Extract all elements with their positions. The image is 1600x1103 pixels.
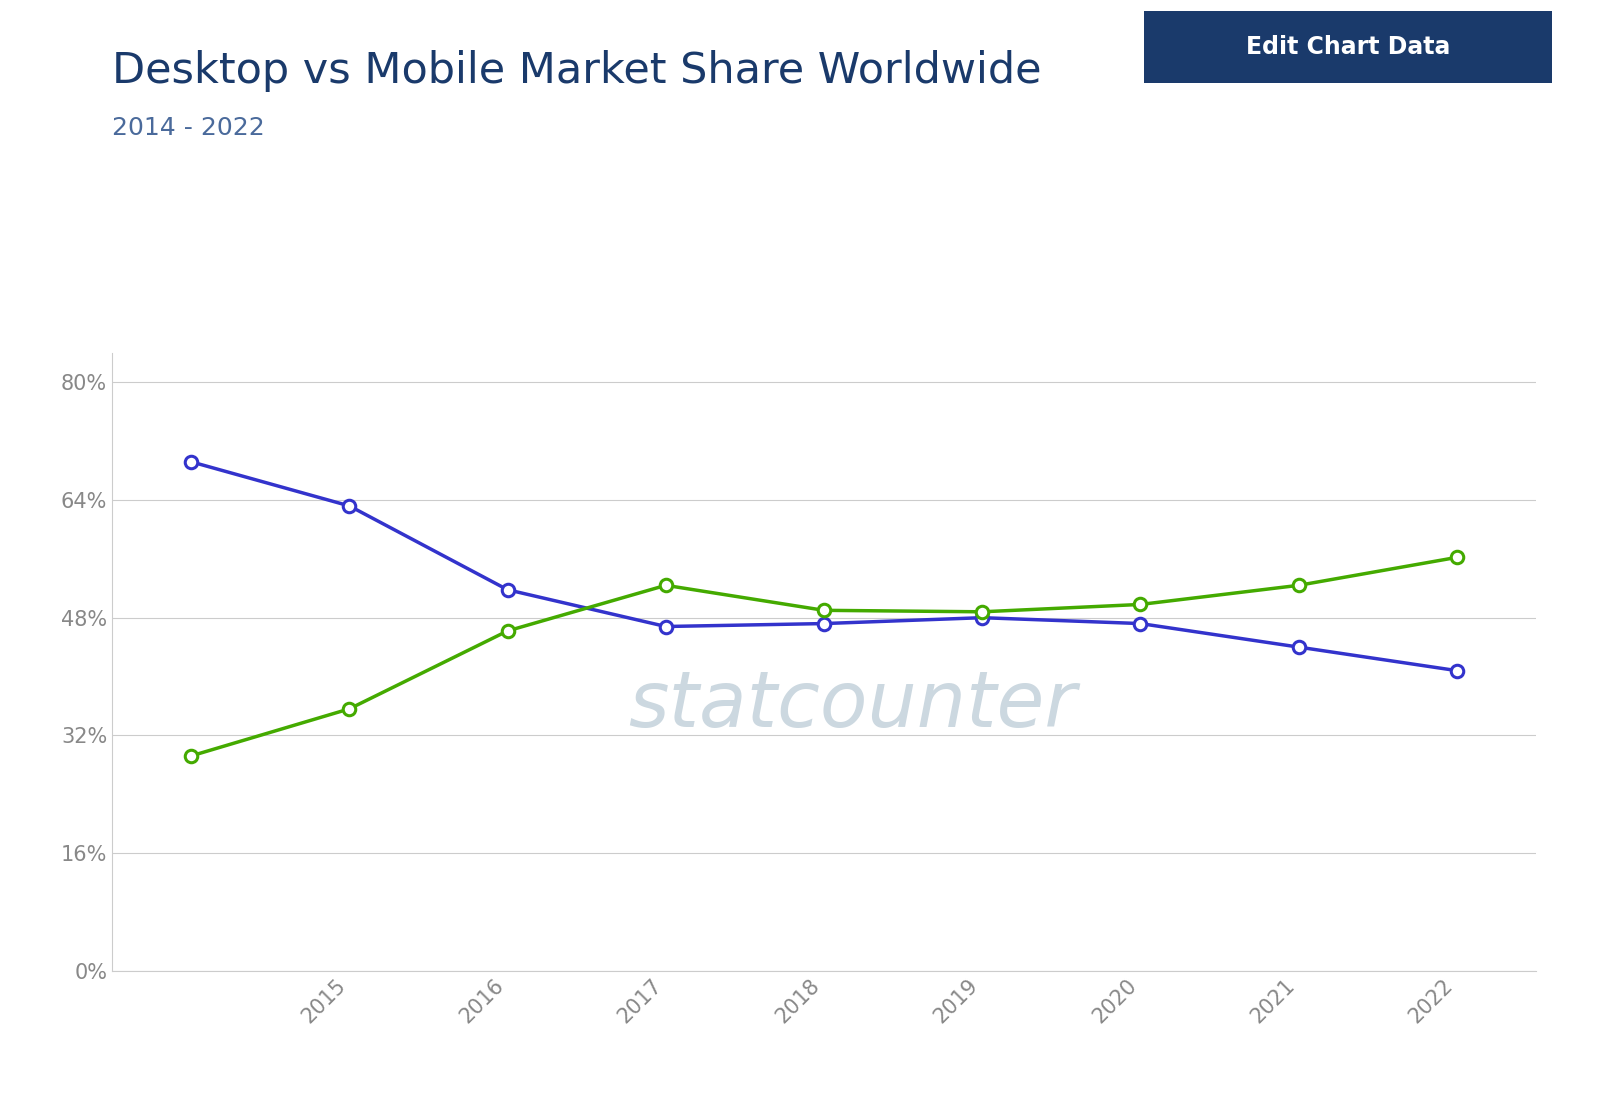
Text: statcounter: statcounter xyxy=(629,667,1077,743)
Text: Desktop vs Mobile Market Share Worldwide: Desktop vs Mobile Market Share Worldwide xyxy=(112,50,1042,92)
Legend: Desktop, Mobile: Desktop, Mobile xyxy=(632,1094,1016,1103)
Text: 2014 - 2022: 2014 - 2022 xyxy=(112,116,264,140)
Text: Edit Chart Data: Edit Chart Data xyxy=(1246,35,1450,58)
